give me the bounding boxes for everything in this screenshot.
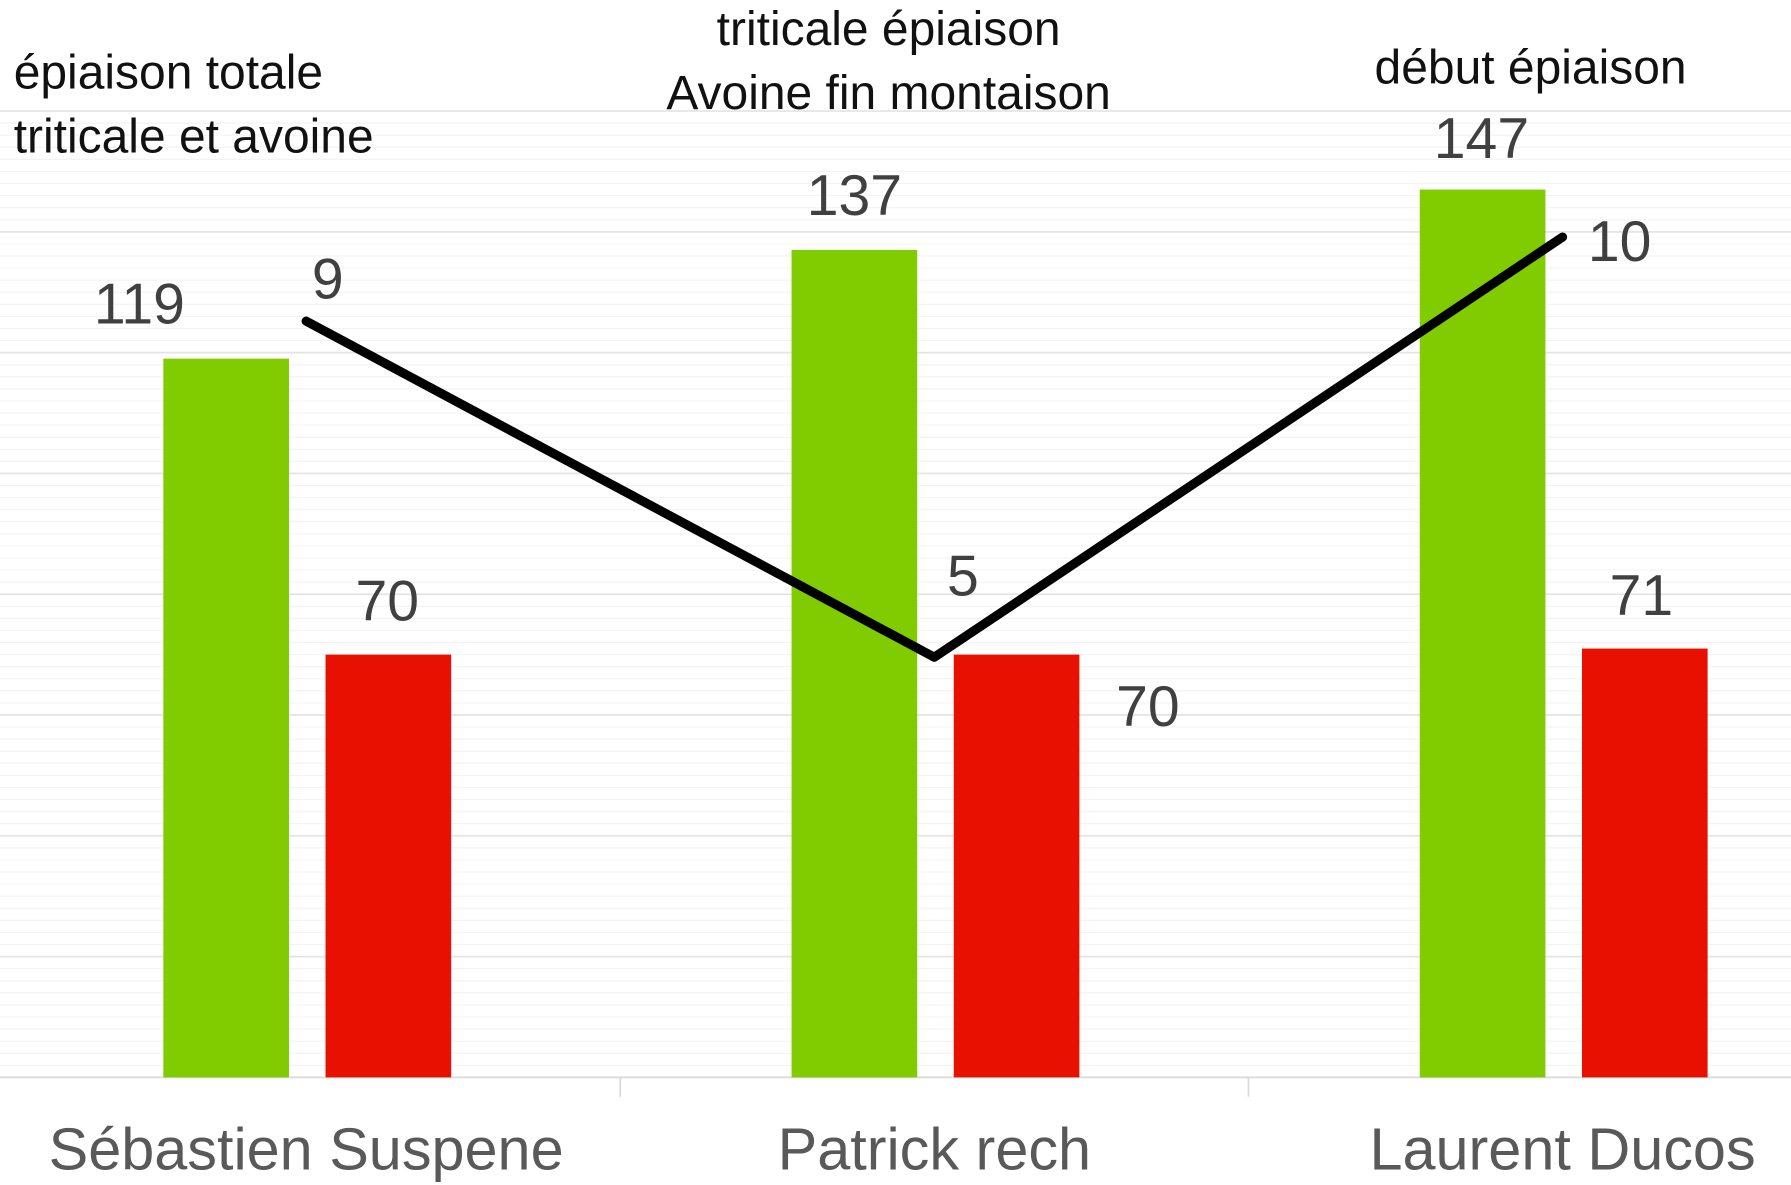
annotation: Avoine fin montaison	[666, 67, 1110, 120]
x-tick-label: Sébastien Suspene	[49, 1116, 564, 1183]
data-label: 71	[1610, 564, 1674, 628]
annotation: triticale et avoine	[14, 110, 374, 163]
data-label: 147	[1434, 107, 1529, 171]
x-tick-label: Laurent Ducos	[1369, 1116, 1755, 1183]
data-label: 70	[355, 570, 419, 634]
data-label: 119	[94, 273, 185, 337]
bar	[953, 654, 1080, 1078]
data-label: 70	[1116, 675, 1180, 739]
line	[301, 232, 1568, 662]
data-label: 10	[1588, 210, 1652, 274]
x-tick-label: Patrick rech	[778, 1116, 1091, 1183]
bar	[325, 654, 452, 1078]
bar	[791, 249, 918, 1078]
bar	[1419, 189, 1546, 1078]
data-label: 137	[807, 164, 902, 228]
bar	[1581, 648, 1708, 1078]
annotation: triticale épiaison	[717, 3, 1061, 56]
data-label: 9	[312, 248, 344, 312]
annotation: début épiaison	[1375, 42, 1687, 95]
annotation: épiaison totale	[14, 46, 323, 99]
data-label: 5	[947, 545, 979, 609]
bar	[163, 358, 289, 1078]
